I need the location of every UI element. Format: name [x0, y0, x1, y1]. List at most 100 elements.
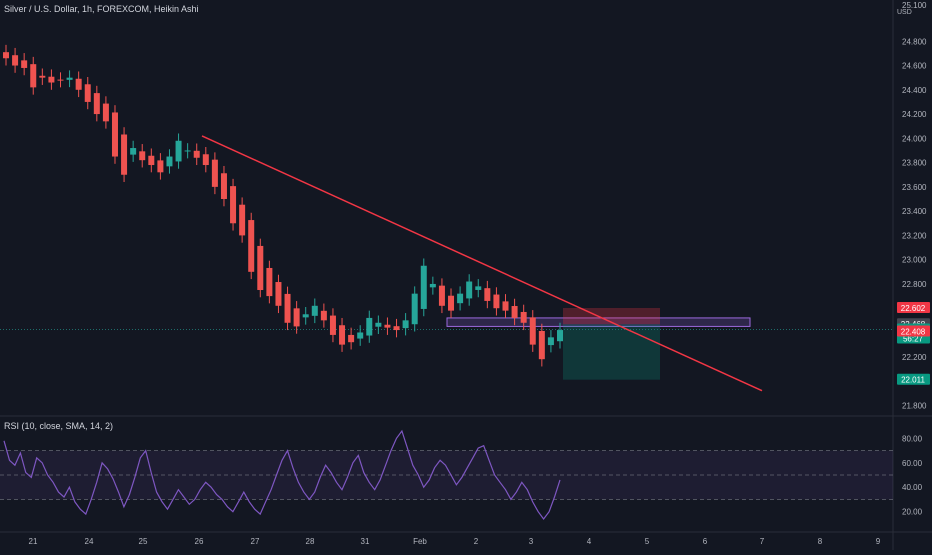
candle-body — [429, 283, 436, 288]
price-tick-label: 22.200 — [902, 353, 927, 362]
candle-body — [30, 64, 37, 88]
trend-line-group — [201, 135, 763, 392]
price-tick-label: 23.400 — [902, 207, 927, 216]
candle-body — [293, 308, 300, 327]
time-tick-label: 5 — [645, 537, 650, 546]
rsi-tick-label: 40.00 — [902, 483, 923, 492]
time-tick-label: 31 — [361, 537, 370, 546]
price-tick-label: 24.800 — [902, 37, 927, 46]
candle-body — [366, 317, 373, 336]
range-box[interactable] — [446, 317, 751, 327]
candle-body — [102, 103, 109, 122]
candle-body — [175, 140, 182, 162]
rsi-tick-label: 60.00 — [902, 459, 923, 468]
candle-body — [239, 204, 246, 236]
candle-body — [329, 315, 336, 335]
candle-body — [193, 150, 200, 158]
candle-body — [520, 311, 527, 323]
price-tick-label: 22.800 — [902, 280, 927, 289]
candle-body — [12, 55, 19, 66]
time-tick-label: 9 — [876, 537, 881, 546]
candle-body — [93, 93, 100, 115]
time-tick-label: 6 — [703, 537, 708, 546]
candle-body — [420, 265, 427, 309]
time-tick-label: Feb — [413, 537, 427, 546]
price-tick-label: 21.800 — [902, 401, 927, 410]
candle-body — [111, 112, 118, 157]
price-tick-label: 24.000 — [902, 134, 927, 143]
candle-body — [475, 286, 482, 290]
candle-body — [21, 60, 28, 68]
price-tick-label: 23.000 — [902, 256, 927, 265]
candle-body — [348, 334, 355, 343]
candle-body — [466, 281, 473, 299]
candle-body — [211, 159, 218, 187]
time-tick-label: 8 — [818, 537, 823, 546]
candle-body — [275, 282, 282, 306]
candle-body — [529, 317, 536, 345]
time-tick-label: 21 — [29, 537, 38, 546]
time-tick-label: 2 — [474, 537, 479, 546]
candle-body — [266, 267, 273, 297]
candle-body — [411, 293, 418, 325]
candle-body — [39, 75, 46, 78]
price-label-target: 22.011 — [901, 376, 925, 385]
time-tick-label: 27 — [251, 537, 260, 546]
candle-body — [284, 293, 291, 323]
candle-body — [493, 294, 500, 309]
candle-body — [130, 148, 137, 155]
candle-body — [148, 155, 155, 166]
rsi-title: RSI (10, close, SMA, 14, 2) — [4, 421, 114, 431]
candle-body — [157, 160, 164, 173]
candle-body — [484, 288, 491, 301]
price-label-stop: 22.602 — [901, 304, 926, 313]
candle-body — [184, 150, 191, 152]
price-tick-label: 24.400 — [902, 86, 927, 95]
time-axis: 21 24 25 26 27 28 31 Feb 2 3 4 5 6 7 8 9 — [29, 537, 881, 546]
take-profit-box[interactable] — [563, 324, 660, 380]
position-boxes — [446, 307, 751, 380]
candle-body — [302, 314, 309, 318]
candle-body — [357, 332, 364, 339]
candle-body — [393, 326, 400, 331]
time-tick-label: 4 — [587, 537, 592, 546]
stop-loss-box[interactable] — [563, 307, 660, 325]
price-label-low: 22.408 — [901, 328, 926, 337]
candle-body — [57, 79, 64, 81]
candle-body — [547, 337, 554, 346]
candle-body — [375, 322, 382, 327]
candle-body — [84, 84, 91, 102]
candle-body — [202, 154, 209, 166]
candle-body — [438, 285, 445, 306]
time-tick-label: 26 — [195, 537, 204, 546]
rsi-tick-label: 20.00 — [902, 508, 923, 517]
time-tick-label: 28 — [306, 537, 315, 546]
candle-body — [48, 76, 55, 83]
time-tick-label: 3 — [529, 537, 534, 546]
candle-body — [166, 156, 173, 167]
candle-body — [121, 134, 128, 175]
price-label-target-tag — [897, 373, 930, 385]
candle-body — [448, 295, 455, 311]
trend-line[interactable] — [201, 135, 763, 392]
candle-body — [457, 293, 464, 304]
currency-label: USD — [897, 9, 912, 16]
candle-body — [257, 245, 264, 291]
candle-body — [402, 320, 409, 329]
candle-body — [139, 151, 146, 161]
price-label-stop-tag — [897, 301, 930, 313]
candle-body — [311, 305, 318, 316]
candle-body — [75, 78, 82, 90]
price-label-low-tag — [897, 325, 930, 337]
rsi-line — [3, 429, 561, 521]
time-tick-label: 25 — [139, 537, 148, 546]
price-tick-label: 23.800 — [902, 159, 927, 168]
countdown-label: 56:27 — [903, 334, 924, 343]
rsi-pane: 80.00 60.00 40.00 20.00 — [0, 429, 923, 521]
candle-body — [248, 220, 255, 272]
candle-body — [384, 324, 391, 328]
price-tick-label: 23.200 — [902, 231, 927, 240]
